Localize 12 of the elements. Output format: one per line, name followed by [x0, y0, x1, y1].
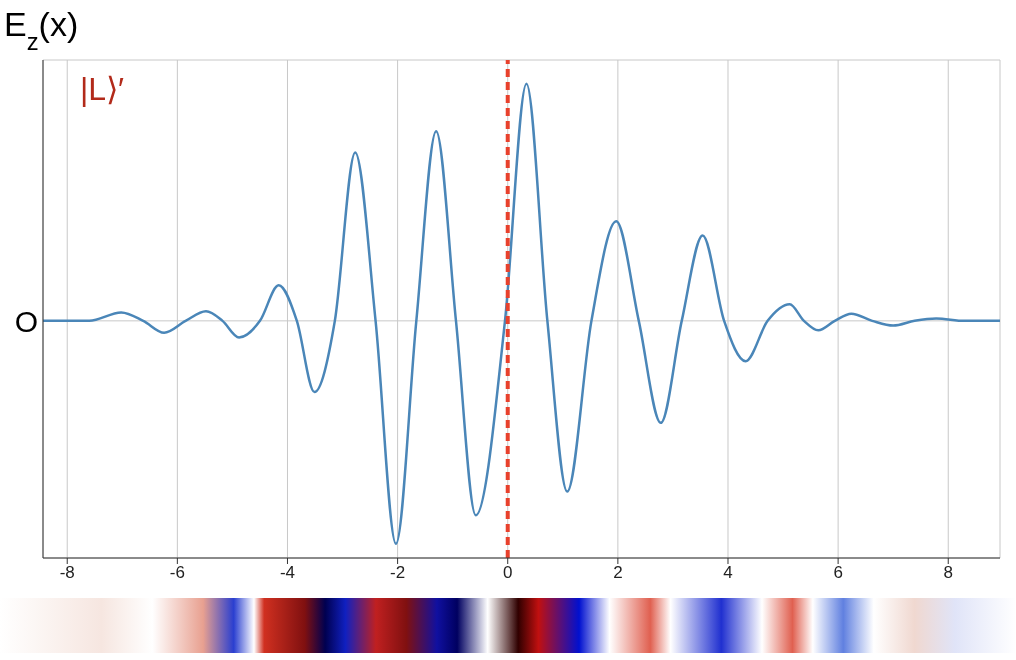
x-tick-label: -4 — [279, 563, 296, 583]
x-tick-label: -8 — [59, 563, 75, 583]
x-tick-label: 2 — [613, 563, 623, 583]
x-tick-label: 6 — [833, 563, 843, 583]
x-tick-label: 4 — [723, 563, 733, 583]
annotation: |L⟩′ — [80, 70, 125, 108]
x-tick-label: 0 — [503, 563, 513, 583]
x-tick-label: 8 — [943, 563, 953, 583]
x-tick-label: -6 — [169, 563, 185, 583]
x-tick-label: -2 — [390, 563, 406, 583]
text: O — [14, 304, 38, 338]
chart-title: E$_{z}$(x) — [4, 5, 79, 55]
